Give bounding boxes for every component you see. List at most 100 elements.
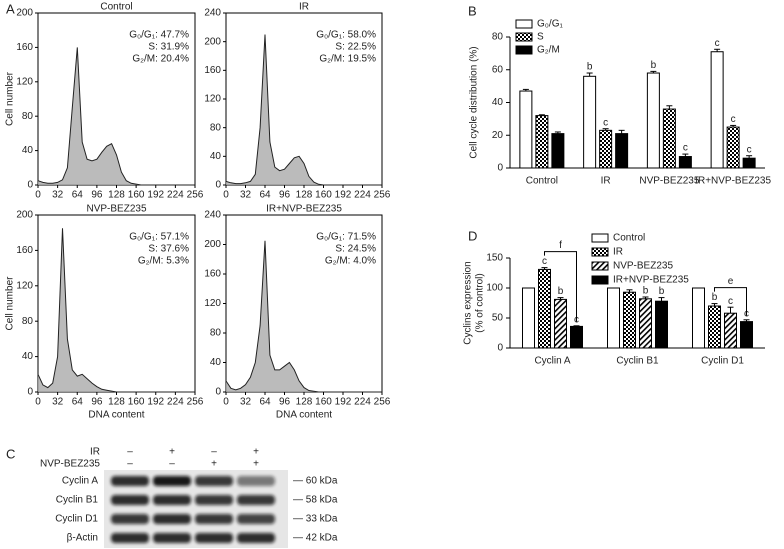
legend-swatch xyxy=(591,275,609,285)
y-tick-label: 240 xyxy=(204,8,221,19)
x-tick-label: 32 xyxy=(52,190,64,201)
significance-label: b xyxy=(558,286,564,297)
y-tick-label: 40 xyxy=(22,145,34,156)
legend-swatch xyxy=(591,233,609,243)
legend-swatch xyxy=(591,261,609,271)
phase-annotation: S: 22.5% xyxy=(335,42,376,53)
x-tick-label: 256 xyxy=(374,190,391,201)
treatment-sign: + xyxy=(253,447,259,458)
x-tick-label: IR+NVP-BEZ235 xyxy=(695,176,771,187)
legend-swatch xyxy=(591,247,609,257)
x-tick-label: 64 xyxy=(259,397,271,408)
legend-swatch xyxy=(515,32,533,42)
legend-label: G₀/G₁ xyxy=(537,19,563,30)
treatment-label: NVP-BEZ235 xyxy=(40,459,100,470)
phase-annotation: S: 31.9% xyxy=(148,42,189,53)
y-axis-label: Cell cycle distribution (%) xyxy=(469,46,480,158)
phase-annotation: G₂/M: 5.3% xyxy=(138,256,189,267)
x-tick-label: 96 xyxy=(279,190,291,201)
x-tick-label: 128 xyxy=(296,397,313,408)
blot-band xyxy=(153,514,191,524)
treatment-sign: – xyxy=(211,447,217,458)
y-tick-label: 0 xyxy=(27,180,33,191)
x-tick-label: NVP-BEZ235 xyxy=(639,176,699,187)
blot-band xyxy=(237,476,275,486)
x-tick-label: 224 xyxy=(167,397,184,408)
x-tick-label: 32 xyxy=(240,397,252,408)
bar xyxy=(583,75,597,169)
y-tick-label: 200 xyxy=(204,36,221,47)
significance-label: c xyxy=(542,256,547,267)
blot-band xyxy=(237,533,275,543)
protein-label: Cyclin D1 xyxy=(55,514,98,525)
blot-band xyxy=(111,533,149,543)
treatment-sign: – xyxy=(169,459,175,470)
y-tick-label: 120 xyxy=(204,94,221,105)
bar xyxy=(538,268,551,349)
x-tick-label: 160 xyxy=(315,190,332,201)
significance-bracket xyxy=(714,287,747,316)
size-label: — 42 kDa xyxy=(293,533,338,544)
x-axis-label: DNA content xyxy=(276,410,332,421)
treatment-sign: – xyxy=(127,459,133,470)
y-tick-label: 20 xyxy=(492,130,504,141)
y-tick-label: 40 xyxy=(210,357,222,368)
blot-band xyxy=(195,495,233,505)
bar xyxy=(599,129,613,169)
phase-annotation: G₀/G₁: 58.0% xyxy=(316,30,376,41)
x-tick-label: Cyclin A xyxy=(534,356,570,367)
y-tick-label: 160 xyxy=(16,42,33,53)
y-tick-label: 160 xyxy=(204,65,221,76)
x-tick-label: 224 xyxy=(167,190,184,201)
blot-band xyxy=(153,533,191,543)
blot-band xyxy=(111,514,149,524)
size-label: — 60 kDa xyxy=(293,476,338,487)
x-tick-label: 0 xyxy=(223,397,229,408)
x-tick-label: 64 xyxy=(72,397,84,408)
protein-label: β-Actin xyxy=(67,533,98,544)
x-axis-label: DNA content xyxy=(88,410,144,421)
bar xyxy=(726,126,740,169)
legend-swatch xyxy=(515,19,533,29)
blot-band xyxy=(111,495,149,505)
x-tick-label: IR xyxy=(601,176,611,187)
x-tick-label: 128 xyxy=(108,190,125,201)
phase-annotation: G₂/M: 20.4% xyxy=(132,54,189,65)
chart-title: NVP-BEZ235 xyxy=(86,204,146,215)
y-tick-label: 0 xyxy=(497,343,503,354)
legend-label: IR xyxy=(613,247,623,258)
size-label: — 58 kDa xyxy=(293,495,338,506)
significance-label: b xyxy=(643,286,649,297)
histogram-line xyxy=(225,34,382,186)
significance-label: c xyxy=(683,143,688,154)
x-tick-label: 256 xyxy=(374,397,391,408)
y-axis-label: Cell number xyxy=(5,276,16,331)
y-tick-label: 200 xyxy=(16,8,33,19)
phase-annotation: S: 24.5% xyxy=(335,244,376,255)
y-axis-label: Cyclins expression xyxy=(463,261,474,344)
protein-label: Cyclin B1 xyxy=(56,495,99,506)
x-tick-label: 64 xyxy=(259,190,271,201)
significance-label: b xyxy=(651,60,657,71)
x-tick-label: Control xyxy=(526,176,558,187)
y-tick-label: 120 xyxy=(16,76,33,87)
x-tick-label: 192 xyxy=(147,190,164,201)
x-tick-label: 32 xyxy=(52,397,64,408)
blot-band xyxy=(195,476,233,486)
x-tick-label: 128 xyxy=(296,190,313,201)
histogram-line xyxy=(225,240,382,393)
x-tick-label: 192 xyxy=(335,190,352,201)
phase-annotation: G₀/G₁: 71.5% xyxy=(316,232,376,243)
significance-label: c xyxy=(747,144,752,155)
x-tick-label: 96 xyxy=(91,397,103,408)
x-tick-label: Cyclin B1 xyxy=(616,356,659,367)
bar xyxy=(678,156,692,169)
bar xyxy=(535,115,549,169)
y-tick-label: 60 xyxy=(492,64,504,75)
significance-label: c xyxy=(728,296,733,307)
histogram-area xyxy=(226,240,382,392)
phase-annotation: G₀/G₁: 47.7% xyxy=(129,30,189,41)
treatment-sign: + xyxy=(253,459,259,470)
significance-label: c xyxy=(731,114,736,125)
x-tick-label: 192 xyxy=(147,397,164,408)
